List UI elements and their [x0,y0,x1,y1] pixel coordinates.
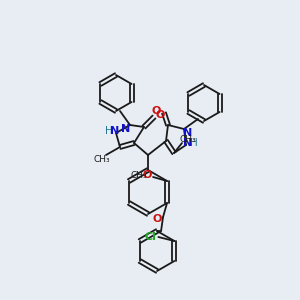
Text: CH₃: CH₃ [180,134,196,143]
Text: CH₃: CH₃ [94,154,110,164]
Text: N: N [110,126,120,136]
Text: O: O [151,106,161,116]
Text: O: O [152,214,162,224]
Text: O: O [142,170,152,180]
Text: N: N [183,138,193,148]
Text: H: H [190,138,198,148]
Text: Cl: Cl [144,232,156,242]
Text: CH₃: CH₃ [131,170,147,179]
Text: N: N [122,124,130,134]
Text: H: H [105,126,113,136]
Text: O: O [155,110,165,120]
Text: N: N [183,128,193,138]
